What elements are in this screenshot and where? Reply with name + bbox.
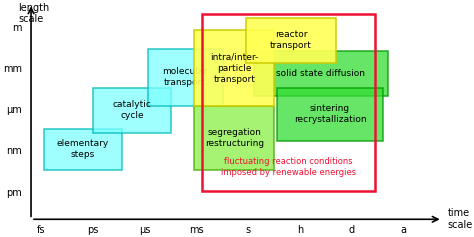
Bar: [246, 18, 337, 63]
Bar: [147, 49, 223, 106]
Text: reactor
transport: reactor transport: [270, 30, 312, 50]
Text: fluctuating reaction conditions
imposed by renewable energies: fluctuating reaction conditions imposed …: [221, 157, 356, 177]
Text: m: m: [12, 23, 22, 33]
Bar: [194, 30, 274, 106]
Bar: [194, 106, 274, 170]
Text: time
scale: time scale: [448, 209, 473, 230]
Text: μs: μs: [139, 225, 151, 235]
Text: solid state diffusion: solid state diffusion: [276, 69, 365, 78]
Text: sintering
recrystallization: sintering recrystallization: [294, 104, 366, 124]
Text: μm: μm: [6, 105, 22, 115]
Text: s: s: [246, 225, 251, 235]
Text: mm: mm: [3, 64, 22, 74]
Text: pm: pm: [6, 187, 22, 198]
Text: elementary
steps: elementary steps: [57, 139, 109, 160]
Text: a: a: [401, 225, 407, 235]
Text: h: h: [297, 225, 303, 235]
Text: intra/inter-
particle
transport: intra/inter- particle transport: [210, 53, 258, 84]
Text: segregation
restructuring: segregation restructuring: [205, 128, 264, 148]
Text: d: d: [349, 225, 355, 235]
Text: molecular
transport: molecular transport: [163, 67, 208, 87]
Text: ms: ms: [190, 225, 204, 235]
Bar: [202, 14, 375, 191]
Bar: [44, 129, 122, 170]
Text: catalytic
cycle: catalytic cycle: [112, 100, 151, 120]
Text: ps: ps: [88, 225, 99, 235]
Text: fs: fs: [37, 225, 46, 235]
Text: length
scale: length scale: [18, 3, 49, 24]
Bar: [93, 88, 171, 133]
Text: nm: nm: [6, 146, 22, 156]
Bar: [254, 51, 388, 96]
Bar: [277, 88, 383, 141]
